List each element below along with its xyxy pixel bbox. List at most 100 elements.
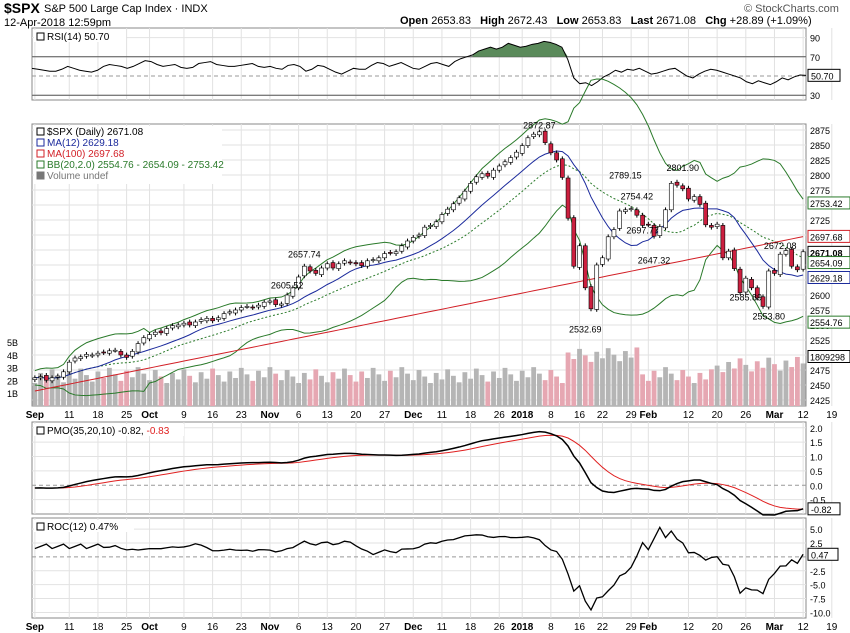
candle-body [342,261,346,263]
volume-bar [766,358,771,406]
candle-body [411,237,415,241]
volume-bar [262,377,267,406]
volume-bar [164,383,169,406]
volume-bar [182,369,187,406]
candle-body [302,266,306,276]
volume-bar [422,377,427,406]
candle-body [428,225,432,226]
x-tick-label: 20 [712,410,724,421]
volume-bar [32,383,37,406]
candle-body [612,230,616,237]
volume-bar [612,355,617,406]
x-tick-label-bottom: 26 [740,622,752,633]
x-tick-label-bottom: 27 [379,622,391,633]
candle-body [165,329,169,334]
volume-bar [405,374,410,406]
price-legend-entry: MA(12) 2629.18 [47,138,119,149]
volume-bar [646,381,651,406]
price-value-tag-label: 2697.68 [810,232,843,242]
price-annotation: 2647.32 [638,256,671,266]
volume-bar [285,370,290,406]
rsi-legend-box [37,33,44,40]
candle-body [50,378,54,381]
volume-bar [514,381,519,406]
price-annotation: 2754.42 [621,191,654,201]
roc-tick-label: -10.0 [810,608,831,618]
volume-tick-label: 4B [7,351,18,361]
candle-body [681,186,685,189]
x-tick-label: 22 [597,410,609,421]
x-tick-label-bottom: 19 [826,622,838,633]
x-tick-label: 18 [92,410,104,421]
volume-bar [279,380,284,406]
volume-bar [216,375,221,406]
volume-bar [623,351,628,406]
volume-bar [503,368,508,406]
candle-body [262,302,266,306]
candle-body [583,246,587,288]
price-tick-label: 2475 [810,366,830,376]
volume-bar [411,380,416,406]
volume-bar [394,377,399,406]
volume-bar [382,381,387,406]
volume-bar [634,347,639,406]
candle-body [314,270,318,273]
candle-body [84,354,88,356]
price-value-tag-label: 1809298 [810,353,845,363]
candle-body [360,263,364,266]
volume-bar [147,380,152,406]
pmo-value-tag-label: -0.82 [811,505,832,515]
price-annotation: 2801.90 [666,163,699,173]
x-tick-label: 26 [740,410,752,421]
volume-bar [290,377,295,406]
candle-body [664,210,668,228]
volume-bar [273,374,278,406]
volume-bar [703,379,708,406]
price-tick-label: 2850 [810,141,830,151]
x-tick-label: 19 [826,410,838,421]
candle-body [159,331,163,333]
volume-bar [709,369,714,406]
candle-body [497,166,501,170]
volume-bar [669,374,674,406]
candle-body [228,312,232,313]
volume-bar [348,375,353,406]
candle-body [400,246,404,251]
candle-body [331,263,335,268]
volume-bar [193,382,198,406]
price-legend-swatch [37,150,44,157]
volume-bar [354,382,359,406]
price-tick-label: 2425 [810,396,830,406]
candle-body [606,237,610,259]
volume-bar [629,358,634,406]
volume-bar [801,363,806,406]
roc-tick-label: 5.0 [810,525,823,535]
candle-body [325,264,329,268]
volume-bar [359,371,364,406]
candle-body [371,260,375,261]
price-annotation: 2532.69 [569,324,602,334]
candle-body [566,178,570,218]
volume-bar [159,377,164,406]
x-tick-label: 6 [296,410,302,421]
volume-tick-label: 2B [7,376,18,386]
candle-body [388,252,392,253]
volume-bar [250,381,255,406]
x-tick-label: 16 [207,410,219,421]
candle-body [675,182,679,185]
candle-body [744,278,748,292]
roc-tick-label: -7.5 [810,595,826,605]
candle-body [170,326,174,328]
volume-bar [680,370,685,406]
volume-bar [84,375,89,406]
price-annotation: 2585.89 [730,292,763,302]
candle-body [308,267,312,271]
volume-bar [388,371,393,406]
price-annotation: 2789.15 [609,171,642,181]
volume-bar [78,369,83,406]
volume-bar [399,367,404,406]
candle-body [486,173,490,176]
candle-body [67,362,71,372]
volume-tick-label: 1B [7,389,18,399]
volume-bar [342,369,347,406]
